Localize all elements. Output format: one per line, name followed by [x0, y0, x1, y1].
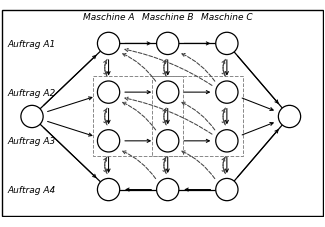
- Circle shape: [157, 179, 179, 201]
- Circle shape: [216, 82, 238, 104]
- Circle shape: [98, 130, 120, 152]
- Circle shape: [98, 33, 120, 55]
- Circle shape: [157, 33, 179, 55]
- Circle shape: [216, 33, 238, 55]
- Text: Auftrag A2: Auftrag A2: [8, 88, 56, 97]
- Circle shape: [216, 130, 238, 152]
- Circle shape: [157, 130, 179, 152]
- Circle shape: [21, 106, 43, 128]
- Text: Auftrag A4: Auftrag A4: [8, 185, 56, 194]
- Circle shape: [216, 179, 238, 201]
- Circle shape: [157, 82, 179, 104]
- Text: Maschine C: Maschine C: [201, 13, 253, 22]
- Text: Maschine A: Maschine A: [83, 13, 134, 22]
- Text: Auftrag A1: Auftrag A1: [8, 40, 56, 49]
- Circle shape: [279, 106, 301, 128]
- Circle shape: [98, 179, 120, 201]
- Text: Maschine B: Maschine B: [142, 13, 193, 22]
- Text: Auftrag A3: Auftrag A3: [8, 137, 56, 146]
- Circle shape: [98, 82, 120, 104]
